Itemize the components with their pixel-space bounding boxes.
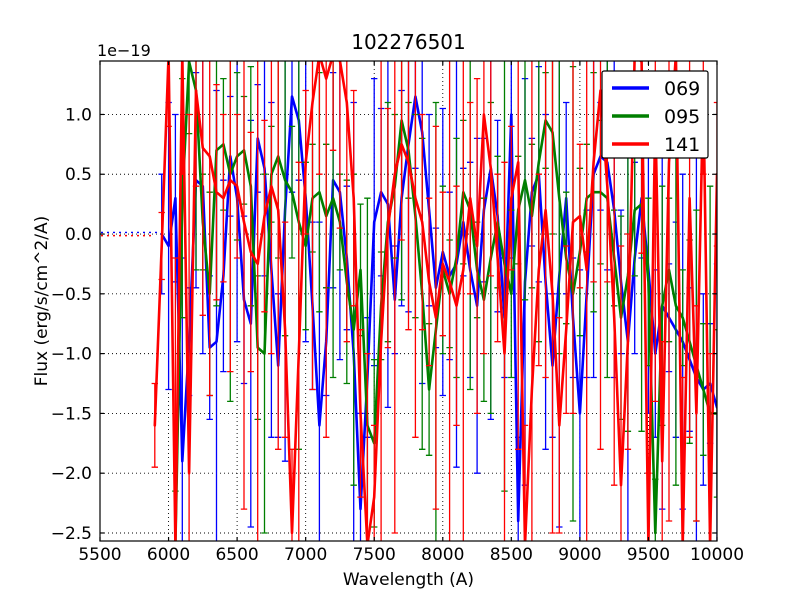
spectrum-line-095 [174,61,717,541]
tick-marks [99,61,718,541]
chart-title: 102276501 [351,30,466,54]
y-axis-label: Flux (erg/s/cm^2/A) [32,216,52,387]
plot-data-area [101,61,717,541]
x-tick-label: 6500 [215,545,258,565]
y-tick-label: 0.5 [65,165,92,185]
x-tick-label: 5500 [78,545,121,565]
legend-label-141: 141 [664,134,700,156]
x-tick-label: 9500 [627,545,670,565]
x-axis-label: Wavelength (A) [343,570,474,590]
y-offset-text: 1e−19 [97,41,151,60]
y-tick-label: −2.5 [51,524,92,544]
series-141 [101,61,717,541]
x-tick-label: 7500 [353,545,396,565]
x-tick-label: 8500 [490,545,533,565]
y-tick-label: −1.5 [51,404,92,424]
y-tick-label: 0.0 [65,225,92,245]
legend-label-095: 095 [664,106,700,128]
y-tick-label: −1.0 [51,345,92,365]
x-tick-label: 9000 [558,545,601,565]
x-tick-label: 6000 [147,545,190,565]
spectrum-line-141 [153,61,717,541]
spectrum-line-069 [160,95,717,523]
x-tick-label: 8000 [421,545,464,565]
legend-box [601,70,709,159]
legend-label-069: 069 [664,78,700,100]
y-tick-label: 1.0 [65,105,92,125]
legend [601,70,709,159]
axes-frame [99,60,718,542]
y-tick-label: −0.5 [51,285,92,305]
y-tick-label: −2.0 [51,464,92,484]
x-tick-label: 10000 [690,545,744,565]
x-tick-label: 7000 [284,545,327,565]
